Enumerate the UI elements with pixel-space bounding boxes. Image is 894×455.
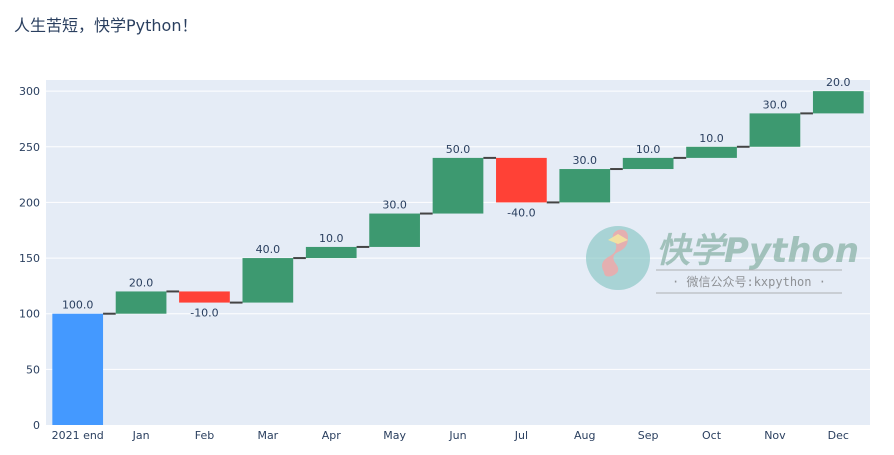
bar-sep [622, 157, 674, 170]
x-tick-label: Jun [448, 429, 466, 442]
data-label: 20.0 [826, 76, 851, 89]
x-tick-label: Jan [132, 429, 150, 442]
bar-may [369, 213, 420, 247]
data-label: 40.0 [256, 243, 281, 256]
y-tick-label: 100 [19, 308, 40, 321]
bar-dec [812, 91, 864, 114]
x-tick-label: Mar [257, 429, 278, 442]
plot-background [46, 80, 870, 425]
watermark: 快学Python · 微信公众号:kxpython · [586, 226, 859, 294]
data-label: 30.0 [763, 98, 788, 111]
y-tick-label: 300 [19, 85, 40, 98]
watermark-subtitle: · 微信公众号:kxpython · [672, 275, 826, 289]
data-label: 10.0 [636, 143, 661, 156]
y-tick-label: 150 [19, 252, 40, 265]
bar-aug [559, 169, 611, 203]
x-tick-label: May [383, 429, 406, 442]
y-axis-ticks: 0 50 100 150 200 250 300 [19, 85, 40, 432]
grid-lines [46, 90, 870, 370]
y-tick-label: 250 [19, 141, 40, 154]
x-tick-label: Oct [702, 429, 722, 442]
data-label: 10.0 [699, 132, 724, 145]
data-label: 50.0 [446, 143, 471, 156]
python-logo-icon [586, 226, 650, 290]
data-label: 30.0 [382, 199, 407, 212]
bar-apr [305, 246, 357, 259]
bars [52, 91, 864, 425]
bar-feb [179, 291, 230, 303]
bar-mar [242, 258, 294, 303]
bar-nov [749, 113, 801, 147]
data-label: -40.0 [507, 206, 535, 219]
y-tick-label: 200 [19, 196, 40, 209]
connector-lines [103, 112, 813, 315]
x-tick-label: Jul [514, 429, 528, 442]
x-axis-ticks: 2021 end Jan Feb Mar Apr May Jun Jul Aug Sep Oct No… [52, 429, 849, 442]
x-tick-label: Sep [638, 429, 659, 442]
data-label: 10.0 [319, 232, 344, 245]
x-tick-label: Nov [764, 429, 786, 442]
x-tick-label: Aug [574, 429, 595, 442]
bar-2021-end [52, 313, 104, 425]
data-label: -10.0 [190, 307, 218, 320]
data-label: 30.0 [573, 154, 598, 167]
bar-oct [686, 146, 737, 158]
watermark-title: 快学Python [656, 231, 859, 271]
y-tick-label: 50 [26, 363, 40, 376]
x-tick-label: Apr [322, 429, 342, 442]
x-tick-label: Feb [195, 429, 214, 442]
data-label: 100.0 [62, 299, 94, 312]
data-labels: 100.0 20.0 -10.0 40.0 10.0 30.0 50.0 -40.0 30.0 1… [62, 76, 851, 319]
data-label: 20.0 [129, 276, 154, 289]
y-tick-label: 0 [33, 419, 40, 432]
x-tick-label: Dec [828, 429, 849, 442]
bar-jan [115, 291, 167, 314]
x-tick-label: 2021 end [52, 429, 104, 442]
bar-jul [496, 157, 547, 203]
chart-title: 人生苦短，快学Python！ [14, 16, 198, 35]
bar-jun [432, 157, 484, 214]
